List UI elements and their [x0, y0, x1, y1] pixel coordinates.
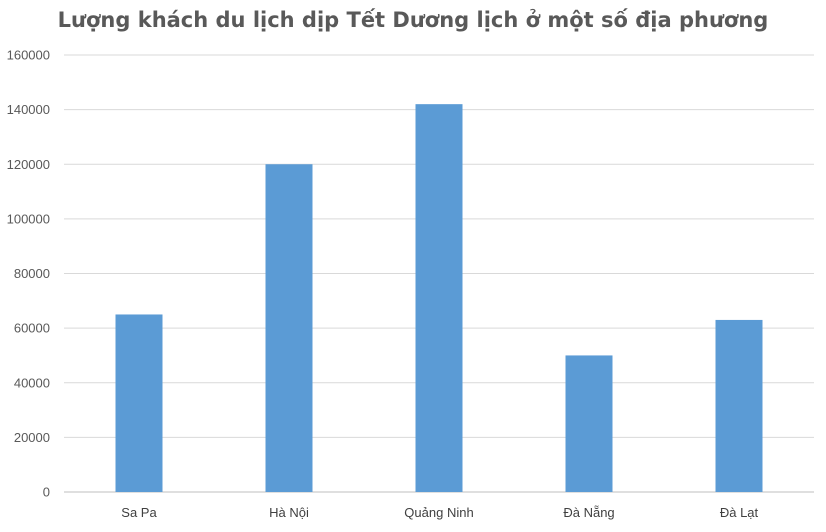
y-tick-label: 80000 [14, 266, 50, 281]
bar [565, 355, 613, 492]
y-tick-label: 60000 [14, 321, 50, 336]
y-tick-label: 160000 [7, 48, 50, 63]
x-tick-label: Đà Nẵng [563, 505, 614, 520]
bar [115, 314, 163, 492]
bar [265, 164, 313, 492]
x-tick-label: Sa Pa [121, 505, 157, 520]
y-tick-label: 20000 [14, 430, 50, 445]
x-tick-label: Hà Nội [269, 505, 309, 520]
y-tick-label: 0 [43, 485, 50, 500]
y-tick-label: 40000 [14, 375, 50, 390]
y-tick-label: 100000 [7, 211, 50, 226]
bar [715, 319, 763, 492]
chart-title: Lượng khách du lịch dịp Tết Dương lịch ở… [57, 8, 769, 32]
bar [415, 104, 463, 492]
x-tick-label: Đà Lạt [720, 505, 759, 520]
x-tick-label: Quảng Ninh [404, 505, 473, 520]
y-tick-label: 140000 [7, 102, 50, 117]
y-tick-label: 120000 [7, 157, 50, 172]
